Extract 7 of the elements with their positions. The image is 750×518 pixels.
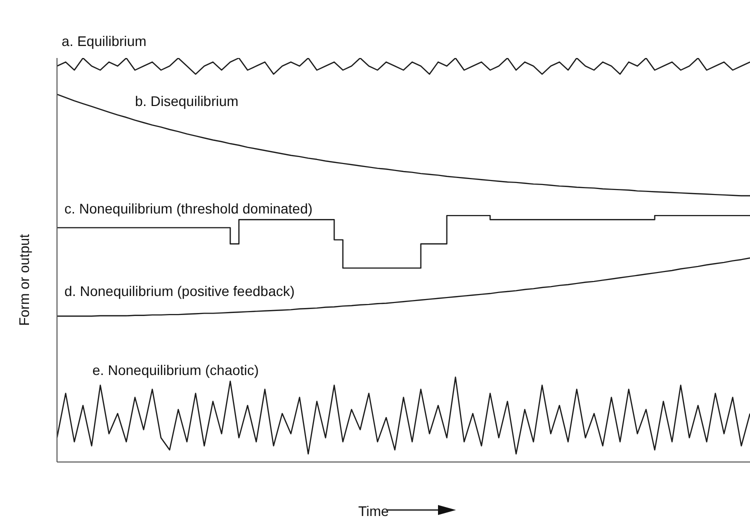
series-label: d. Nonequilibrium (positive feedback) (64, 283, 295, 300)
y-axis-title: Form or output (16, 234, 32, 326)
series-label: e. Nonequilibrium (chaotic) (92, 362, 259, 378)
series-label: c. Nonequilibrium (threshold dominated) (64, 200, 313, 217)
x-axis-title: Time (358, 503, 390, 518)
series-label: b. Disequilibrium (134, 93, 238, 110)
series-label: a. Equilibrium (62, 33, 146, 50)
